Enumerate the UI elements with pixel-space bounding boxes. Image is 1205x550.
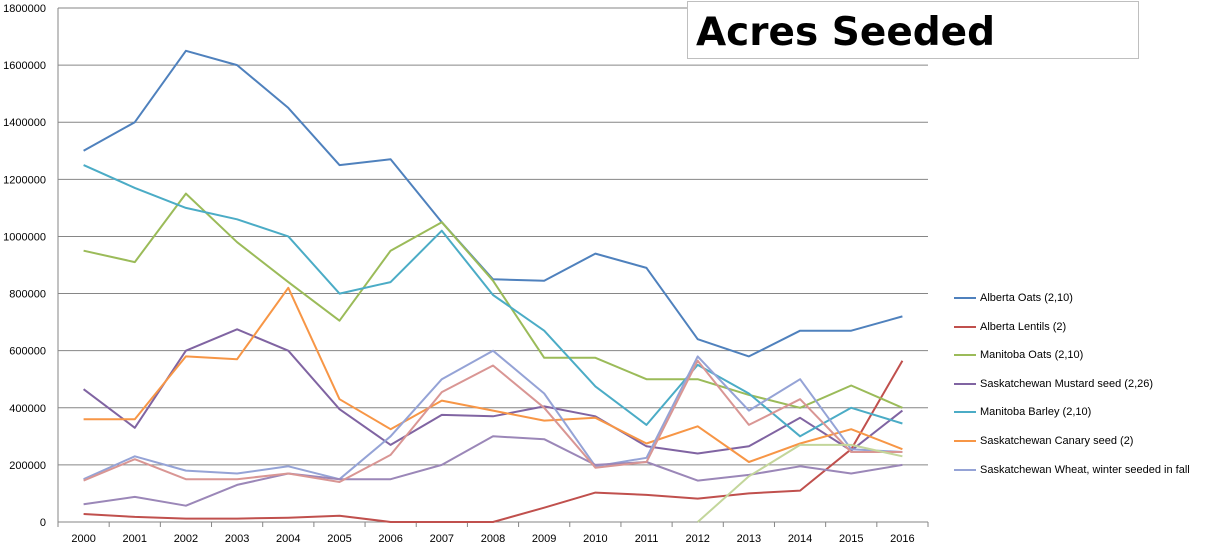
legend-label: Saskatchewan Canary seed (2): [980, 435, 1134, 447]
x-tick-label: 2011: [635, 533, 659, 545]
x-tick-label: 2015: [839, 533, 863, 545]
y-tick-label: 1400000: [3, 117, 46, 129]
legend-label: Saskatchewan Mustard seed (2,26): [980, 377, 1154, 390]
series-line-alberta-lentils-2: [83, 360, 904, 523]
legend-item: Alberta Oats (2,10): [954, 290, 1073, 306]
x-tick-label: 2010: [583, 533, 607, 545]
legend-swatch: [954, 297, 976, 299]
series-line-manitoba-oats-2-10: [83, 192, 903, 409]
y-tick-label: 200000: [9, 460, 46, 472]
legend-swatch: [954, 382, 976, 385]
x-tick-label: 2006: [378, 533, 402, 545]
x-tick-label: 2004: [276, 533, 300, 545]
y-tick-label: 400000: [9, 403, 46, 415]
y-tick-label: 1200000: [3, 174, 46, 186]
x-tick-label: 2003: [225, 533, 249, 545]
series-line-unlabeled-8: [83, 359, 903, 483]
series-line-unlabeled-7: [83, 435, 903, 507]
legend-label: Manitoba Barley (2,10): [980, 406, 1092, 419]
y-tick-label: 1800000: [3, 3, 46, 15]
x-tick-label: 2000: [71, 533, 95, 545]
series-line-manitoba-barley-2-10: [83, 164, 903, 438]
x-tick-label: 2002: [174, 533, 198, 545]
series-line-unlabeled-9: [697, 443, 903, 523]
legend-swatch: [954, 440, 976, 442]
x-tick-label: 2012: [685, 533, 709, 545]
legend-swatch: [954, 325, 976, 328]
series-lines: [82, 49, 904, 523]
legend-item: Saskatchewan Canary seed (2): [954, 433, 1133, 449]
y-tick-label: 0: [40, 517, 46, 529]
legend-item: Alberta Lentils (2): [954, 319, 1066, 335]
y-tick-label: 1000000: [3, 231, 46, 243]
legend-label: Manitoba Oats (2,10): [980, 349, 1084, 362]
x-tick-label: 2001: [123, 533, 147, 545]
legend-label: Saskatchewan Wheat, winter seeded in fal…: [980, 463, 1190, 476]
y-tick-label: 800000: [9, 289, 46, 301]
x-tick-labels: 2000 2001 2002 2003 2004 2005 2006 2007 2008 2009…: [71, 533, 914, 545]
chart-title: Acres Seeded: [696, 10, 996, 55]
gridlines: [58, 7, 928, 466]
x-tick-label: 2009: [532, 533, 556, 545]
y-tick-label: 1600000: [3, 60, 46, 72]
x-tick-label: 2014: [788, 533, 812, 545]
x-tick-label: 2016: [890, 533, 914, 545]
y-tick-label: 600000: [9, 346, 46, 358]
legend-swatch: [954, 468, 976, 471]
legend-swatch: [954, 354, 976, 357]
x-tick-label: 2005: [327, 533, 351, 545]
x-tick-label: 2007: [430, 533, 454, 545]
y-tick-labels: 0 200000 400000 600000 800000 1000000 1200000 1…: [3, 3, 46, 529]
series-line-saskatchewan-canary-seed-2: [83, 286, 903, 463]
legend-swatch: [954, 411, 976, 414]
x-tick-label: 2008: [481, 533, 505, 545]
x-tick-label: 2013: [737, 533, 761, 545]
legend-label: Alberta Lentils (2): [980, 320, 1067, 333]
series-line-alberta-oats-2-10: [83, 49, 903, 358]
series-line-saskatchewan-mustard-seed-2-26: [82, 328, 904, 455]
legend-item: Saskatchewan Wheat, winter seeded in fal…: [954, 462, 1190, 478]
legend-item: Saskatchewan Mustard seed (2,26): [954, 376, 1153, 392]
legend-item: Manitoba Barley (2,10): [954, 404, 1091, 420]
legend-label: Alberta Oats (2,10): [980, 292, 1073, 304]
chart-title-box: Acres Seeded: [687, 1, 1139, 59]
axes: [57, 8, 929, 527]
series-line-saskatchewan-wheat-winter-seeded-in-fall: [83, 349, 903, 481]
legend-item: Manitoba Oats (2,10): [954, 347, 1083, 363]
